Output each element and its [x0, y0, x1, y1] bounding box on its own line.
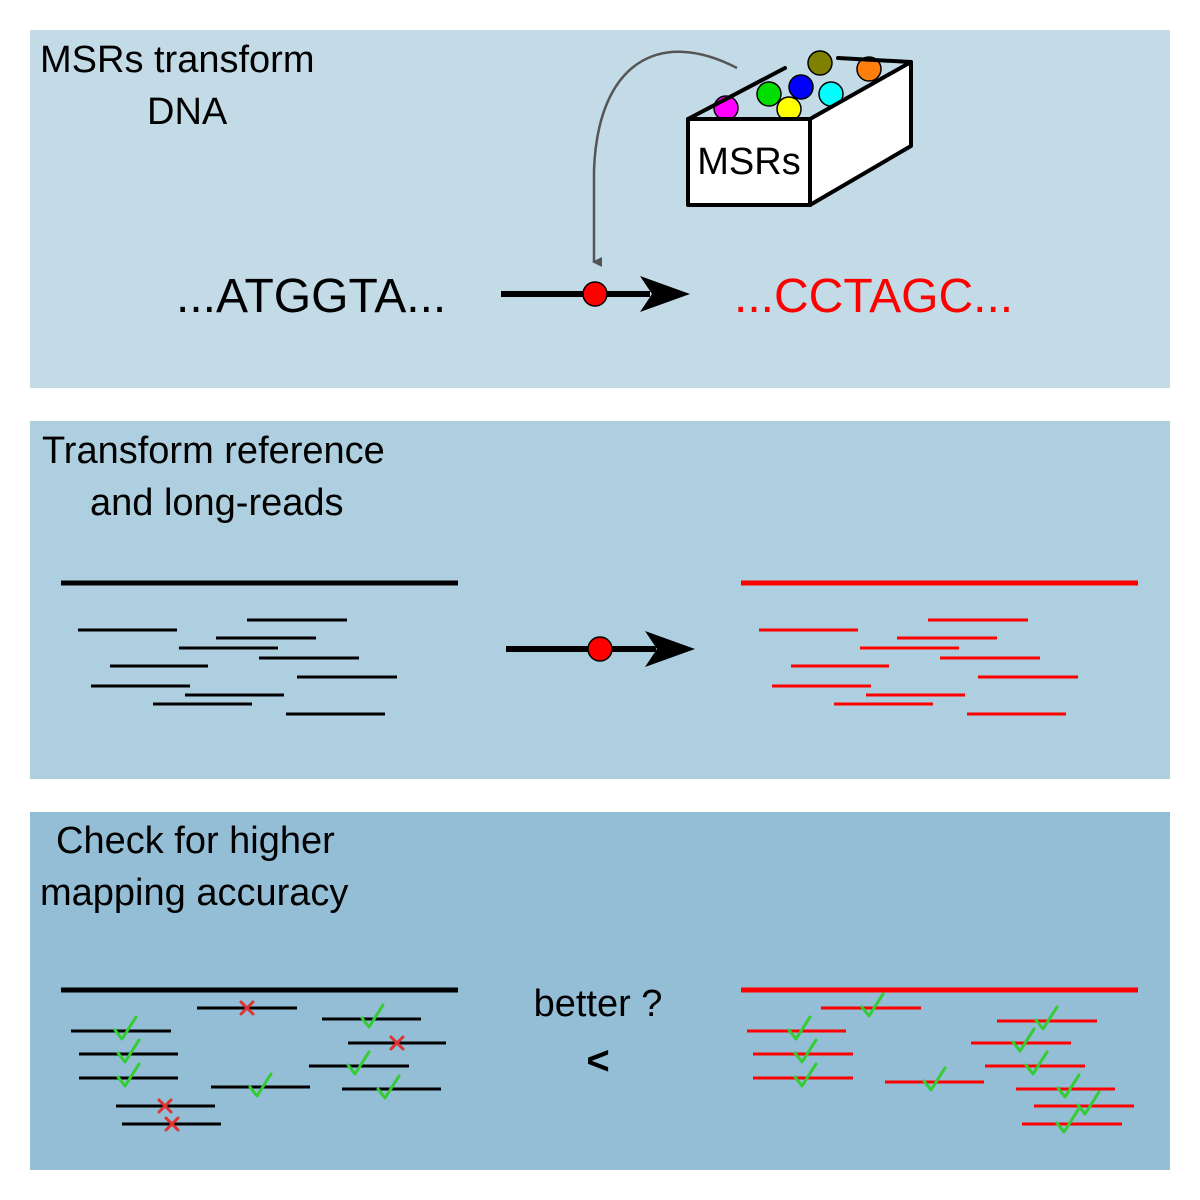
check-icon	[1076, 1090, 1101, 1116]
panel1-title-line2: DNA	[147, 91, 228, 133]
panel3-title-line1: Check for higher	[56, 820, 335, 862]
transform-dot	[582, 281, 608, 307]
check-icon	[346, 1050, 371, 1076]
check-icon	[793, 1062, 818, 1088]
msr-ball-green	[756, 81, 782, 107]
check-icon	[1056, 1073, 1081, 1099]
check-icon	[1034, 1005, 1059, 1031]
check-icon	[1024, 1050, 1049, 1076]
transform-dot	[587, 636, 613, 662]
panel2-title-line1: Transform reference	[42, 430, 385, 472]
panel3-title-line2: mapping accuracy	[40, 872, 349, 914]
original-mapping	[61, 987, 458, 1126]
check-icon	[860, 992, 885, 1018]
original-reference-and-reads	[61, 580, 458, 716]
check-icon	[113, 1015, 138, 1041]
msrs-box-icon	[686, 50, 913, 207]
original-sequence: ...ATGGTA...	[176, 270, 446, 323]
transformed-mapping	[741, 987, 1138, 1126]
cross-icon	[389, 1035, 405, 1051]
transformed-reference-and-reads	[741, 580, 1138, 716]
panel-msrs-transform-dna	[30, 30, 1170, 388]
transform-arrow-1	[501, 276, 690, 312]
msr-ball-olive	[807, 50, 833, 76]
check-icon	[248, 1072, 273, 1098]
panel1-title-line1: MSRs transform	[40, 39, 315, 81]
check-icon	[116, 1062, 141, 1088]
check-icon	[1011, 1027, 1036, 1053]
compare-symbol: <	[586, 1039, 609, 1083]
compare-label: better ?	[534, 983, 663, 1025]
check-icon	[360, 1003, 385, 1029]
cross-icon	[239, 1000, 255, 1016]
cross-icon	[164, 1116, 180, 1132]
check-icon	[376, 1074, 401, 1100]
msr-ball-orange	[856, 56, 882, 82]
msrs-box-label: MSRs	[697, 141, 800, 183]
panel-transform-reference	[30, 421, 1170, 779]
check-icon	[1055, 1108, 1080, 1134]
msr-ball-blue	[788, 74, 814, 100]
check-marks	[113, 992, 1101, 1134]
msr-selection-arrow	[592, 50, 738, 267]
check-icon	[922, 1066, 947, 1092]
panel2-title-line2: and long-reads	[90, 482, 344, 524]
transformed-sequence: ...CCTAGC...	[734, 270, 1013, 323]
check-icon	[116, 1038, 141, 1064]
transform-arrow-2	[506, 631, 695, 667]
cross-marks	[157, 1000, 405, 1132]
check-icon	[793, 1038, 818, 1064]
cross-icon	[157, 1098, 173, 1114]
check-icon	[787, 1015, 812, 1041]
